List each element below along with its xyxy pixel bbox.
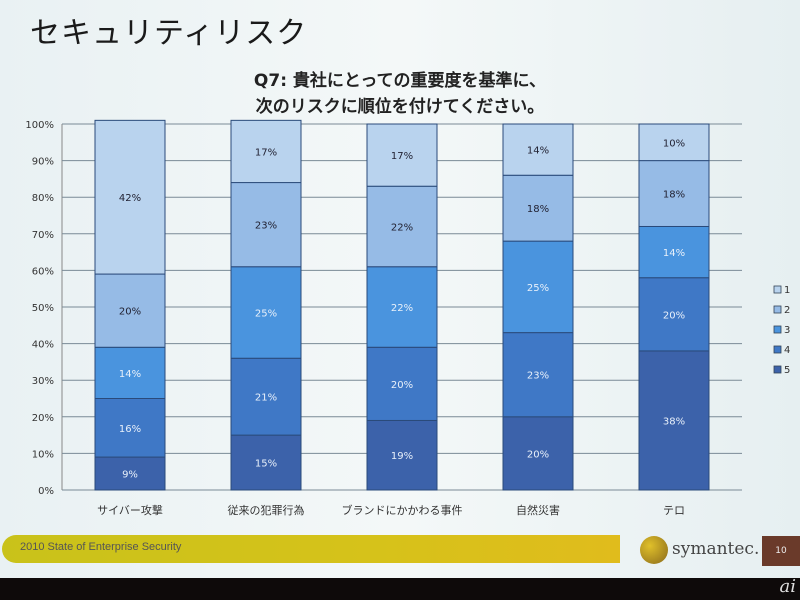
data-label: 21% <box>255 393 277 404</box>
legend-swatch <box>773 305 782 314</box>
data-label: 22% <box>391 303 413 314</box>
data-label: 25% <box>527 283 549 294</box>
slide-title: セキュリティリスク <box>30 16 308 51</box>
bar-segment <box>502 416 574 491</box>
bar-segment <box>94 273 166 348</box>
data-label: 19% <box>391 451 413 462</box>
bar-segment <box>502 332 574 418</box>
bar-segment <box>94 119 166 275</box>
bar-segment <box>638 225 710 279</box>
data-label: 38% <box>663 416 685 427</box>
y-tick-label: 70% <box>32 230 54 241</box>
data-label: 23% <box>255 221 277 232</box>
data-label: 10% <box>663 138 685 149</box>
bar-segment <box>366 266 438 348</box>
bar-segment <box>230 357 302 436</box>
bar-segment <box>366 419 438 491</box>
screen-border <box>0 578 800 600</box>
y-tick-label: 10% <box>32 449 54 460</box>
y-tick-label: 0% <box>38 486 54 497</box>
legend-swatch <box>773 345 782 354</box>
y-tick-label: 60% <box>32 266 54 277</box>
x-tick-label: 自然災害 <box>516 503 560 517</box>
data-label: 42% <box>119 193 141 204</box>
slide: セキュリティリスク Q7: 貴社にとっての重要度を基準に、 次のリスクに順位を付… <box>0 0 800 578</box>
data-label: 14% <box>663 248 685 259</box>
data-label: 14% <box>527 146 549 157</box>
legend-label: 1 <box>784 285 790 296</box>
data-label: 20% <box>391 380 413 391</box>
x-tick-label: テロ <box>663 504 685 517</box>
bar-segment <box>502 174 574 242</box>
bar-segment <box>638 123 710 162</box>
data-label: 23% <box>527 371 549 382</box>
bar-segment <box>638 350 710 491</box>
brand-name: symantec. <box>672 539 760 559</box>
bar-segment <box>94 456 166 491</box>
footer-bar <box>2 535 620 563</box>
legend-swatch <box>773 285 782 294</box>
bar-segment <box>366 346 438 421</box>
legend-swatch <box>773 365 782 374</box>
data-label: 9% <box>122 470 138 481</box>
y-tick-label: 20% <box>32 413 54 424</box>
legend-label: 5 <box>784 365 790 376</box>
watermark: ai <box>779 576 797 597</box>
bar-segment <box>366 123 438 187</box>
data-label: 15% <box>255 459 277 470</box>
x-tick-label: ブランドにかかわる事件 <box>342 503 463 517</box>
data-label: 18% <box>663 190 685 201</box>
data-label: 17% <box>391 151 413 162</box>
bar-segment <box>366 185 438 268</box>
bar-segment <box>638 277 710 352</box>
bar-segment <box>94 346 166 400</box>
y-tick-label: 50% <box>32 303 54 314</box>
data-label: 18% <box>527 204 549 215</box>
symantec-logo-icon <box>640 536 668 564</box>
bar-segment <box>230 266 302 359</box>
y-tick-label: 30% <box>32 376 54 387</box>
bar-segment <box>94 398 166 458</box>
data-label: 25% <box>255 308 277 319</box>
y-tick-label: 90% <box>32 157 54 168</box>
page-number: 10 <box>762 536 800 566</box>
legend-swatch <box>773 325 782 334</box>
x-tick-label: サイバー攻撃 <box>97 503 163 517</box>
data-label: 20% <box>119 307 141 318</box>
y-tick-label: 100% <box>25 120 54 131</box>
legend-label: 2 <box>784 305 790 316</box>
bar-segment <box>638 160 710 227</box>
data-label: 16% <box>119 424 141 435</box>
bar-segment <box>230 434 302 491</box>
data-label: 14% <box>119 369 141 380</box>
y-tick-label: 80% <box>32 193 54 204</box>
chart-title-line-1: Q7: 貴社にとっての重要度を基準に、 <box>253 71 547 91</box>
bar-segment <box>502 123 574 176</box>
bar-segment <box>502 240 574 334</box>
bar-segment <box>230 182 302 268</box>
y-tick-label: 40% <box>32 340 54 351</box>
footer-text: 2010 State of Enterprise Security <box>20 541 182 553</box>
data-label: 20% <box>663 310 685 321</box>
chart-title-line-2: 次のリスクに順位を付けてください。 <box>255 97 545 117</box>
legend-label: 4 <box>784 345 790 356</box>
legend-label: 3 <box>784 325 790 336</box>
stacked-bar-chart: 0%10%20%30%40%50%60%70%80%90%100%9%16%14… <box>25 119 790 517</box>
x-tick-label: 従来の犯罪行為 <box>228 503 305 517</box>
data-label: 20% <box>527 449 549 460</box>
data-label: 17% <box>255 147 277 158</box>
bar-segment <box>230 119 302 184</box>
data-label: 22% <box>391 222 413 233</box>
